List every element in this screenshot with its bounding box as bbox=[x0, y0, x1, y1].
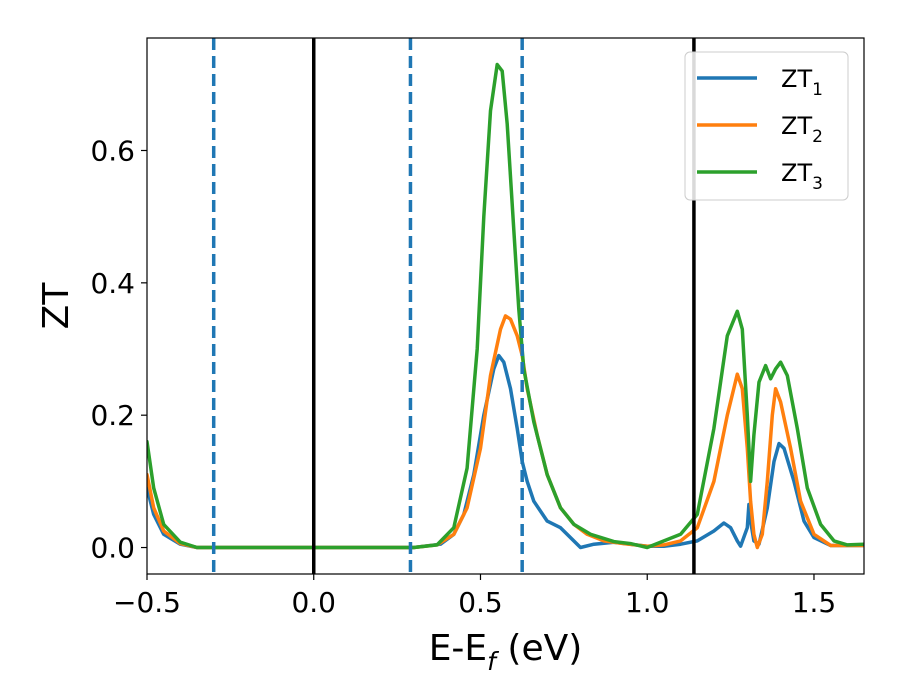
x-axis-title: E-Ef (eV) bbox=[429, 628, 583, 676]
series-line-zt2 bbox=[147, 314, 864, 550]
x-tick-label: 1.5 bbox=[792, 586, 837, 619]
axes: −0.5 0.0 0.5 1.0 1.5 0.0 0.2 0.4 0.6 E-Ef (eV) ZT bbox=[36, 37, 865, 676]
legend: ZT1 ZT2 ZT3 bbox=[684, 51, 849, 201]
series-line-zt3 bbox=[147, 62, 864, 550]
y-tick-label: 0.4 bbox=[90, 267, 135, 300]
legend-label-zt2: ZT2 bbox=[781, 112, 823, 147]
series-line-zt1 bbox=[147, 353, 864, 550]
legend-label-zt1: ZT1 bbox=[781, 65, 823, 100]
x-axis-title-unit: (eV) bbox=[496, 628, 582, 669]
y-axis-title: ZT bbox=[36, 282, 77, 330]
x-tick-label: 1.0 bbox=[625, 586, 670, 619]
x-axis-title-main: E-E bbox=[429, 628, 487, 669]
x-tick-label: −0.5 bbox=[113, 586, 181, 619]
legend-box bbox=[684, 51, 849, 201]
y-tick-label: 0.2 bbox=[90, 399, 135, 432]
y-tick-label: 0.6 bbox=[90, 134, 135, 167]
x-tick-label: 0.0 bbox=[291, 586, 336, 619]
y-tick-label: 0.0 bbox=[90, 532, 135, 565]
legend-label-zt3: ZT3 bbox=[781, 159, 823, 194]
x-tick-label: 0.5 bbox=[458, 586, 503, 619]
axes-frame bbox=[146, 37, 865, 575]
